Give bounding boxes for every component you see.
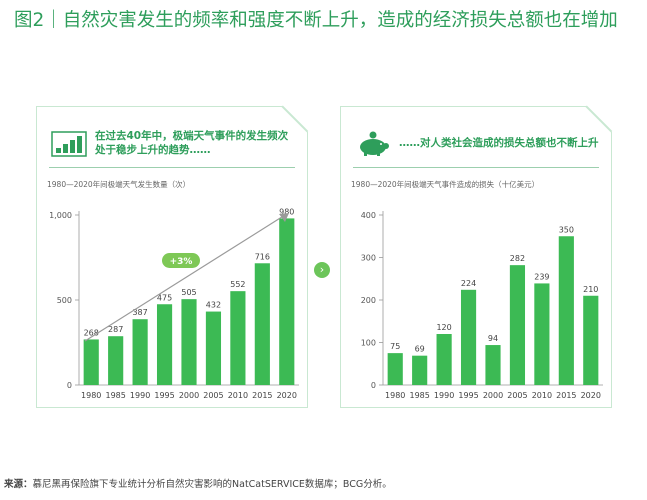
x-tick-label: 1995: [154, 391, 174, 400]
y-tick-label: 400: [361, 211, 376, 220]
y-tick-label: 1,000: [49, 211, 72, 220]
data-label: 552: [230, 280, 245, 289]
y-tick-label: 100: [361, 339, 376, 348]
bar: [181, 299, 197, 385]
bar: [156, 304, 173, 385]
bar: [83, 339, 99, 385]
source-note: 来源：慕尼黑再保险旗下专业统计分析自然灾害影响的NatCatSERVICE数据库…: [4, 476, 392, 490]
x-tick-label: 2020: [581, 391, 601, 400]
growth-badge-label: +3%: [170, 257, 193, 267]
x-tick-label: 2010: [532, 391, 552, 400]
data-label: 268: [84, 328, 99, 337]
losses-panel-header: ……对人类社会造成的损失总额也不断上升: [399, 137, 599, 149]
x-tick-label: 2000: [483, 391, 503, 400]
chevron-right-icon: ›: [314, 262, 330, 278]
losses-panel: ……对人类社会造成的损失总额也不断上升 1980—2020年间极端天气事件造成的…: [340, 105, 613, 408]
growth-badge: [162, 253, 200, 268]
header-divider: [353, 167, 599, 168]
bar: [108, 336, 124, 385]
bar: [132, 319, 148, 385]
figure-title: 图2｜自然灾害发生的频率和强度不断上升，造成的经济损失总额也在增加: [14, 10, 618, 31]
bar: [254, 263, 270, 385]
x-tick-label: 2015: [252, 391, 272, 400]
data-label: 75: [390, 342, 400, 351]
x-tick-label: 2020: [277, 391, 297, 400]
trend-arrow: [84, 213, 289, 342]
y-tick-label: 0: [67, 381, 72, 390]
data-label: 282: [510, 254, 525, 263]
losses-bar-chart: 0 100 200 300 400 75 1980 69 1985 120 1990 224 1995 9…: [361, 211, 603, 400]
bar: [412, 355, 428, 385]
data-label: 716: [255, 252, 270, 261]
data-label: 239: [534, 272, 549, 281]
trend-line: [84, 214, 286, 342]
events-panel: 在过去40年中，极端天气事件的发生频次处于稳步上升的趋势…… 1980—2020…: [36, 105, 309, 408]
bar: [558, 236, 574, 385]
bar: [230, 291, 246, 385]
x-tick-label: 1980: [385, 391, 405, 400]
data-label: 432: [206, 301, 221, 310]
x-tick-label: 1990: [130, 391, 150, 400]
x-tick-label: 2000: [179, 391, 199, 400]
x-tick-label: 2015: [556, 391, 576, 400]
x-tick-label: 2010: [228, 391, 248, 400]
y-tick-label: 500: [57, 296, 72, 305]
bar: [460, 289, 477, 385]
data-label: 69: [415, 345, 425, 354]
trend-arrowhead: [279, 213, 289, 222]
y-tick-label: 0: [371, 381, 376, 390]
x-tick-label: 2005: [507, 391, 527, 400]
source-text: 慕尼黑再保险旗下专业统计分析自然灾害影响的NatCatSERVICE数据库；BC…: [32, 479, 392, 490]
source-label: 来源：: [4, 479, 33, 490]
bar: [583, 295, 599, 385]
data-label: 505: [181, 288, 196, 297]
data-label: 980: [279, 207, 294, 216]
bar-chart-icon: [51, 131, 87, 157]
y-tick-label: 300: [361, 254, 376, 263]
bar: [485, 345, 501, 385]
events-chart-subtitle: 1980—2020年间极端天气发生数量（次）: [47, 180, 191, 189]
data-label: 287: [108, 325, 123, 334]
data-label: 224: [461, 279, 476, 288]
x-tick-label: 2005: [203, 391, 223, 400]
x-tick-label: 1980: [81, 391, 101, 400]
y-tick-label: 200: [361, 296, 376, 305]
data-label: 350: [559, 225, 574, 234]
x-tick-label: 1995: [458, 391, 478, 400]
bar: [509, 265, 526, 385]
x-tick-label: 1990: [434, 391, 454, 400]
data-label: 387: [132, 308, 147, 317]
data-label: 210: [583, 285, 598, 294]
header-divider: [49, 167, 295, 168]
data-label: 120: [436, 323, 451, 332]
bar: [205, 311, 222, 385]
losses-chart-subtitle: 1980—2020年间极端天气事件造成的损失（十亿美元）: [351, 180, 540, 189]
x-tick-label: 1985: [105, 391, 125, 400]
data-label: 94: [488, 334, 498, 343]
piggy-bank-icon: [360, 131, 389, 156]
data-label: 475: [157, 293, 172, 302]
bar: [436, 334, 452, 385]
bar: [387, 353, 403, 385]
x-tick-label: 1985: [409, 391, 429, 400]
events-bar-chart: 0 500 1,000 268 1980 287 1985 387 1990 475 1995 505…: [49, 207, 299, 400]
bar: [534, 283, 550, 385]
bar: [279, 218, 295, 385]
events-panel-header: 在过去40年中，极端天气事件的发生频次处于稳步上升的趋势……: [95, 130, 289, 156]
